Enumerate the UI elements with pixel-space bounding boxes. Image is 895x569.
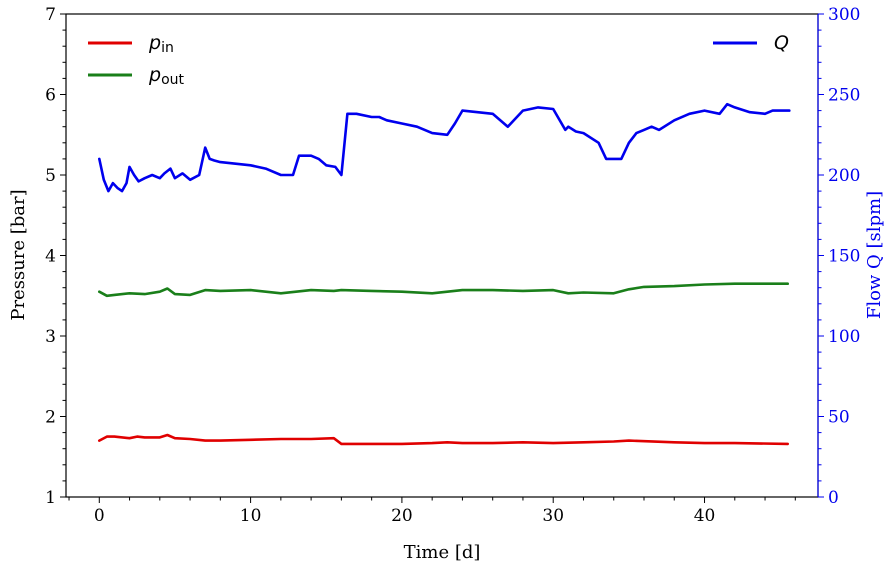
y-right-tick-label: 300 (828, 5, 860, 25)
y-left-tick-label: 7 (45, 5, 56, 25)
legend-label-q: Q (774, 32, 789, 54)
y-right-tick-label: 50 (828, 408, 850, 428)
y-left-tick-label: 5 (45, 166, 56, 186)
y-left-tick-label: 2 (45, 408, 56, 428)
y-right-tick-label: 250 (828, 86, 860, 106)
x-tick-label: 20 (391, 506, 413, 526)
series-line-p-in (98, 433, 790, 446)
left-y-axis-ticks: 1 2 3 4 5 6 7 (45, 5, 66, 508)
y-right-tick-label: 100 (828, 327, 860, 347)
x-tick-label: 10 (240, 506, 262, 526)
series-line-p-out (98, 282, 790, 298)
right-y-axis-label: Flow Q [slpm] (864, 191, 885, 319)
y-right-tick-label: 150 (828, 247, 860, 267)
y-left-tick-label: 1 (45, 488, 56, 508)
series-line-q (98, 102, 791, 193)
right-y-axis-ticks: 0 50 100 150 200 250 300 (818, 5, 860, 508)
series-lines (98, 102, 791, 446)
legend-label-p-in: pin (148, 32, 174, 56)
y-left-tick-label: 3 (45, 327, 56, 347)
y-right-tick-label: 0 (828, 488, 839, 508)
legend-label-p-out: pout (148, 64, 185, 88)
y-left-tick-label: 6 (45, 86, 56, 106)
y-left-tick-label: 4 (45, 247, 56, 267)
left-y-axis-label: Pressure [bar] (8, 189, 29, 320)
y-right-tick-label: 200 (828, 166, 860, 186)
x-tick-label: 30 (542, 506, 564, 526)
x-tick-label: 40 (694, 506, 716, 526)
legend-left: pin pout (88, 32, 185, 88)
legend-right: Q (713, 32, 789, 54)
x-axis-label: Time [d] (404, 542, 481, 563)
x-axis-ticks: 0 10 20 30 40 (68, 497, 796, 526)
x-tick-label: 0 (94, 506, 105, 526)
